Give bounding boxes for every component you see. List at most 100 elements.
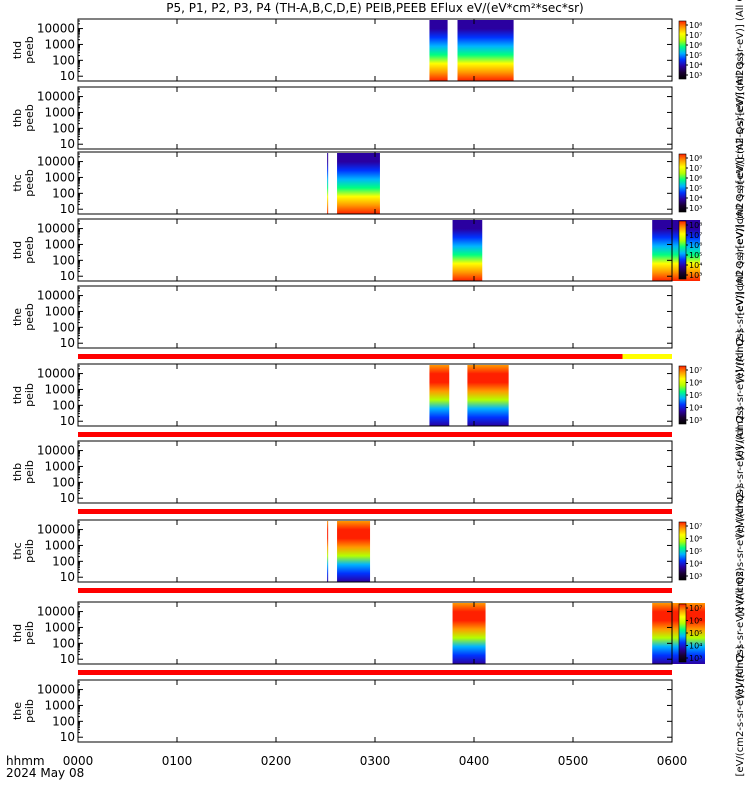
colorbar-tick-label: 10⁸ xyxy=(689,154,702,163)
x-tick-label: 0000 xyxy=(63,754,94,768)
spectrogram-block-2 xyxy=(652,603,705,664)
panel-frame xyxy=(77,18,673,82)
panel-frame xyxy=(77,285,673,349)
panel-product-label: peeb xyxy=(23,104,36,132)
panel-probe-label: the xyxy=(11,702,24,720)
flag-bar-3 xyxy=(78,509,672,514)
y-tick-label: 10000 xyxy=(37,683,75,697)
panel-product-label: peib xyxy=(23,621,36,645)
x-tick-label: 0400 xyxy=(459,754,490,768)
spectrogram-block-2 xyxy=(652,220,701,281)
flag-bar-5 xyxy=(78,670,672,675)
y-tick-label: 10 xyxy=(60,491,75,505)
x-tick-label: 0200 xyxy=(261,754,292,768)
colorbar-tick-label: 10⁵ xyxy=(689,391,702,400)
panel-probe-label: thb xyxy=(11,463,24,481)
y-tick-label: 1000 xyxy=(44,37,75,51)
y-tick-label: 1000 xyxy=(44,304,75,318)
colorbar-tick-label: 10⁶ xyxy=(689,174,702,183)
colorbar-unit-label: [eV/(cm2-s-sr-eV)] (All Qs) xyxy=(735,645,746,776)
spectrogram-block-1 xyxy=(452,220,483,281)
panel-frame xyxy=(77,601,673,665)
panel-probe-label: thc xyxy=(11,174,24,191)
panel-probe-label: thd xyxy=(11,41,24,59)
colorbar-tick-label: 10⁴ xyxy=(689,560,702,569)
colorbar-tick-label: 10⁸ xyxy=(689,21,702,30)
colorbar-tick-label: 10³ xyxy=(689,654,702,663)
y-tick-label: 100 xyxy=(52,554,75,568)
y-tick-label: 10000 xyxy=(37,222,75,236)
colorbar-tick-label: 10⁴ xyxy=(689,61,702,70)
colorbar-tick-label: 10⁷ xyxy=(689,522,702,531)
y-tick-label: 10000 xyxy=(37,155,75,169)
y-tick-label: 1000 xyxy=(44,382,75,396)
y-tick-label: 100 xyxy=(52,475,75,489)
panel-product-label: peib xyxy=(23,460,36,484)
y-tick-label: 100 xyxy=(52,320,75,334)
colorbar-tick-label: 10⁵ xyxy=(689,51,702,60)
x-tick-label: 0600 xyxy=(657,754,688,768)
panel-frame xyxy=(77,519,673,583)
colorbar-unit-label: [eV/(cm2-s-sr-eV)] (All Qs) xyxy=(735,567,746,698)
colorbar-tick-label: 10⁸ xyxy=(689,221,702,230)
x-tick-label: 0500 xyxy=(558,754,589,768)
colorbar-tick-label: 10⁶ xyxy=(689,379,702,388)
time-axis: 0000 0100 0200 0300 0400 0500 0600 xyxy=(63,754,688,768)
panel-product-label: peeb xyxy=(23,236,36,264)
colorbar xyxy=(678,521,687,581)
colorbar-tick-label: 10³ xyxy=(689,572,702,581)
colorbar-tick-label: 10⁵ xyxy=(689,251,702,260)
y-tick-label: 10 xyxy=(60,137,75,151)
spectrogram-block-1 xyxy=(327,521,329,582)
colorbar-tick-label: 10³ xyxy=(689,416,702,425)
colorbar xyxy=(678,153,687,213)
y-tick-label: 1000 xyxy=(44,105,75,119)
y-tick-label: 10 xyxy=(60,202,75,216)
colorbar-tick-label: 10⁵ xyxy=(689,629,702,638)
panel-product-label: peib xyxy=(23,383,36,407)
panel-probe-label: thd xyxy=(11,624,24,642)
y-tick-label: 100 xyxy=(52,253,75,267)
y-tick-label: 100 xyxy=(52,636,75,650)
y-tick-label: 10000 xyxy=(37,90,75,104)
panel-frame xyxy=(77,363,673,427)
colorbar-tick-label: 10⁷ xyxy=(689,366,702,375)
flag-segment-yellow xyxy=(622,354,672,359)
colorbar-unit-label: [eV/(cm2-s-sr-eV)] (All Qs) xyxy=(735,117,746,248)
colorbar-tick-label: 10⁴ xyxy=(689,642,702,651)
spectrogram-block-1 xyxy=(429,365,450,426)
panel-probe-label: thb xyxy=(11,109,24,127)
panel-probe-label: thc xyxy=(11,542,24,559)
y-tick-label: 100 xyxy=(52,398,75,412)
flag-segment-red xyxy=(78,354,623,359)
panel-frame xyxy=(77,86,673,150)
panel-probe-label: thd xyxy=(11,241,24,259)
spectrogram-block-1 xyxy=(429,20,448,81)
colorbar-tick-label: 10⁷ xyxy=(689,31,702,40)
colorbar-tick-label: 10⁵ xyxy=(689,184,702,193)
flag-bar-4 xyxy=(78,588,672,593)
y-tick-label: 100 xyxy=(52,121,75,135)
flag-segment-red xyxy=(78,432,672,437)
flag-segment-red xyxy=(78,670,672,675)
panel-product-label: peeb xyxy=(23,36,36,64)
y-tick-label: 10000 xyxy=(37,523,75,537)
chart-title: P5, P1, P2, P3, P4 (TH-A,B,C,D,E) PEIB,P… xyxy=(166,1,583,15)
colorbar-unit-label: [eV/(cm2-s-sr-eV)] (All Qs) xyxy=(735,329,746,460)
spectrogram-block-2 xyxy=(457,20,514,81)
y-tick-label: 1000 xyxy=(44,459,75,473)
quality-flag-bars xyxy=(78,354,672,675)
colorbar-tick-label: 10³ xyxy=(689,271,702,280)
y-tick-label: 10000 xyxy=(37,289,75,303)
colorbar-tick-label: 10⁶ xyxy=(689,241,702,250)
y-tick-label: 10 xyxy=(60,336,75,350)
panel-probe-label: thd xyxy=(11,386,24,404)
y-tick-label: 10 xyxy=(60,570,75,584)
y-tick-label: 100 xyxy=(52,186,75,200)
